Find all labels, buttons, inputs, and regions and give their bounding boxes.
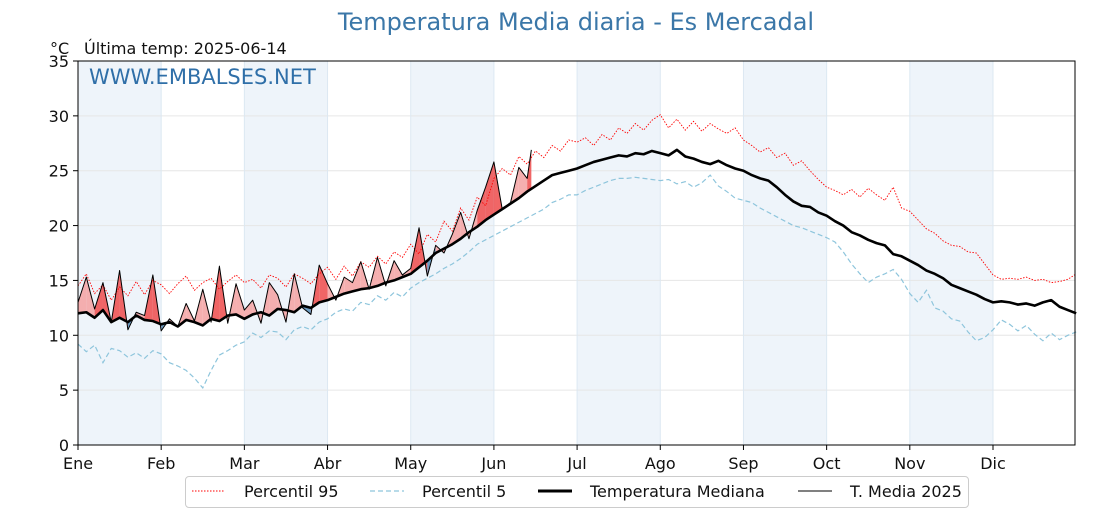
month-band [410, 61, 494, 445]
series-line-p5 [77, 174, 1077, 390]
y-tick-label: 5 [59, 381, 69, 400]
x-tick-label: Mar [229, 454, 260, 473]
legend-swatch-2025 [798, 490, 832, 492]
anomaly-fill-above [236, 283, 245, 319]
anomaly-fill-above [452, 212, 461, 245]
y-tick-label: 25 [49, 162, 69, 181]
y-tick-label: 0 [59, 436, 69, 455]
anomaly-fill-above [319, 265, 328, 303]
series-line-median [77, 148, 1077, 328]
anomaly-fill-above [485, 161, 494, 221]
anomaly-fill-above [477, 187, 486, 227]
legend-label-p95: Percentil 95 [244, 482, 339, 501]
legend-label-2025: T. Media 2025 [850, 482, 962, 501]
x-tick-label: Sep [728, 454, 758, 473]
legend-swatch-p95 [192, 490, 224, 492]
anomaly-fill-above [78, 277, 87, 314]
month-band [78, 61, 162, 445]
x-tick-label: Oct [813, 454, 841, 473]
y-tick-label: 35 [49, 52, 69, 71]
x-tick-label: Abr [314, 454, 342, 473]
x-tick-label: Dic [980, 454, 1006, 473]
y-tick-label: 20 [49, 217, 69, 236]
x-tick-label: Ago [645, 454, 676, 473]
x-tick-label: Ene [63, 454, 93, 473]
anomaly-fill-above [518, 167, 528, 199]
watermark-text: WWW.EMBALSES.NET [89, 65, 316, 89]
y-tick-label: 10 [49, 326, 69, 345]
month-band [909, 61, 993, 445]
y-unit-label: °C [50, 39, 70, 58]
x-tick-label: Jun [480, 454, 506, 473]
x-tick-label: May [394, 454, 427, 473]
month-band [244, 61, 328, 445]
last-temp-label: Última temp: 2025-06-14 [84, 39, 287, 58]
x-tick-label: Feb [147, 454, 175, 473]
series-line-p95 [77, 114, 1077, 302]
legend-swatch-p5 [370, 490, 404, 492]
month-band [577, 61, 661, 445]
anomaly-fill-above [352, 261, 361, 292]
y-tick-label: 15 [49, 271, 69, 290]
anomaly-fill-above [94, 282, 103, 318]
y-tick-label: 30 [49, 107, 69, 126]
x-tick-label: Jul [566, 454, 586, 473]
chart-title: Temperatura Media diaria - Es Mercadal [337, 8, 815, 36]
chart-legend: Percentil 95 Percentil 5 Temperatura Med… [185, 476, 969, 508]
x-tick-label: Nov [894, 454, 925, 473]
anomaly-fill-above [86, 277, 95, 318]
anomaly-fill-above [269, 282, 278, 316]
legend-label-median: Temperatura Mediana [590, 482, 765, 501]
month-band [743, 61, 827, 445]
series-line-2025 [77, 149, 532, 332]
anomaly-fill-above [344, 277, 353, 294]
legend-swatch-median [538, 489, 572, 493]
anomaly-fill-above [394, 260, 403, 281]
legend-label-p5: Percentil 5 [422, 482, 507, 501]
plot-frame [77, 60, 1076, 446]
